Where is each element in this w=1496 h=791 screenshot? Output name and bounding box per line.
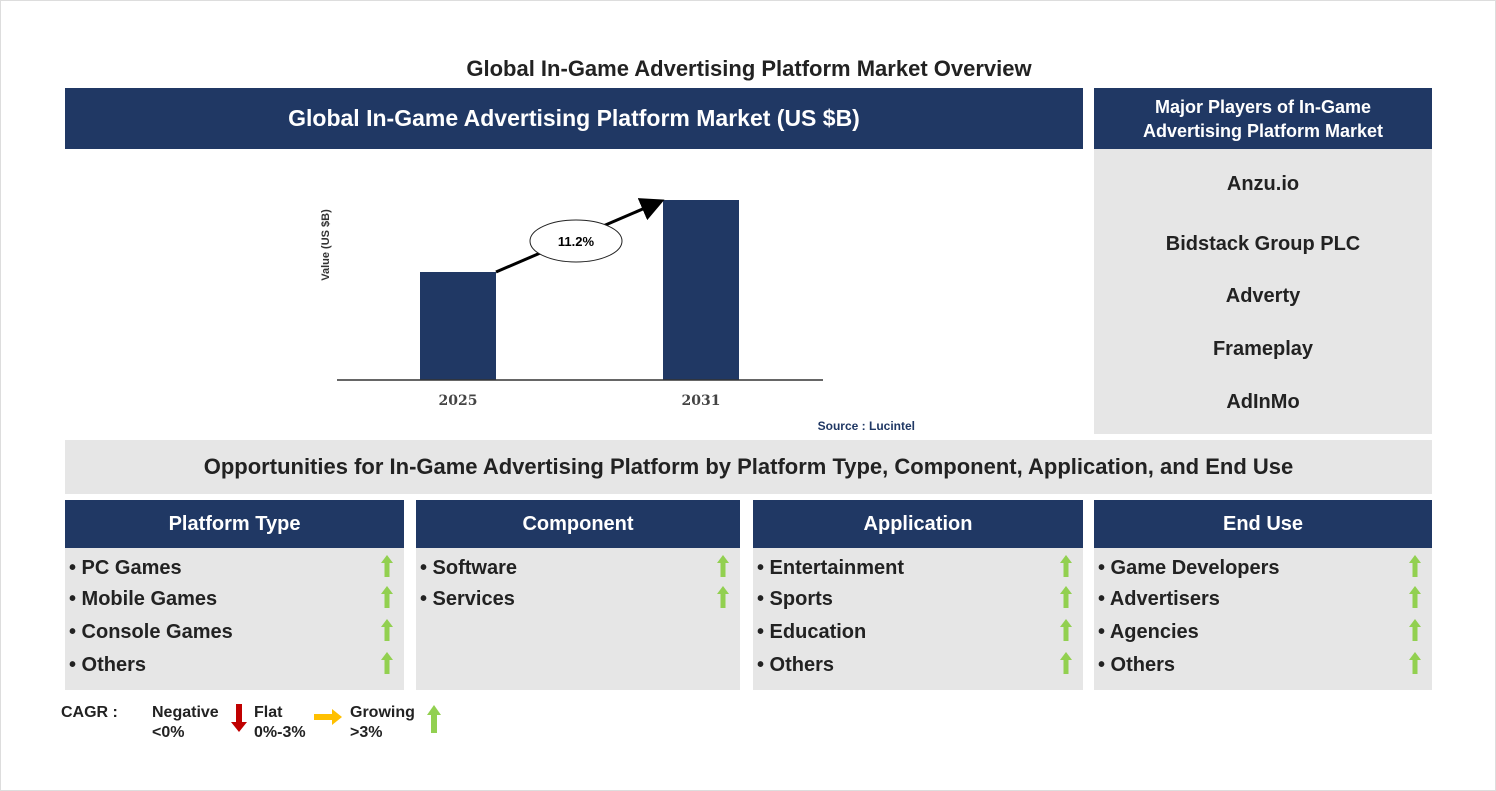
segment-item: • Entertainment bbox=[757, 557, 905, 579]
players-header: Major Players of In-Game Advertising Pla… bbox=[1094, 88, 1432, 149]
cagr-label: 11.2% bbox=[558, 234, 595, 249]
segment-item: • Software bbox=[420, 557, 518, 579]
up-arrow-icon bbox=[381, 652, 393, 674]
bar-2025 bbox=[420, 272, 496, 380]
up-arrow-icon bbox=[1060, 586, 1072, 608]
segment-item: • Mobile Games bbox=[69, 588, 218, 610]
up-arrow-icon bbox=[381, 586, 393, 608]
bar-2031 bbox=[663, 200, 739, 380]
segment-item: • Services bbox=[420, 588, 515, 610]
segment-item: • PC Games bbox=[69, 557, 182, 579]
bar-chart: Value (US $B) 2025 2031 11.2% Source : Lu… bbox=[320, 198, 915, 433]
segment-item: • Sports bbox=[757, 588, 833, 610]
up-arrow-icon bbox=[717, 555, 729, 577]
legend-flat-range: 0%-3% bbox=[254, 724, 306, 741]
legend-flat: Flat 0%-3% bbox=[254, 703, 306, 743]
legend-growing: Growing >3% bbox=[350, 703, 415, 743]
x-tick-label: 2025 bbox=[439, 393, 478, 409]
up-arrow-icon bbox=[1409, 586, 1421, 608]
legend-negative: Negative <0% bbox=[152, 703, 219, 743]
right-arrow-icon bbox=[314, 709, 342, 725]
x-tick-label: 2031 bbox=[682, 393, 721, 409]
player-item: Frameplay bbox=[1212, 338, 1314, 360]
up-arrow-icon bbox=[1409, 652, 1421, 674]
source-label: Source : Lucintel bbox=[818, 419, 915, 433]
players-panel: Anzu.io Bidstack Group PLC Adverty Frame… bbox=[1094, 149, 1432, 434]
segment-item: • Others bbox=[757, 654, 835, 676]
segment-item: • Agencies bbox=[1098, 621, 1199, 643]
y-axis-label: Value (US $B) bbox=[320, 209, 332, 281]
segment-header: Component bbox=[416, 500, 740, 548]
player-item: Anzu.io bbox=[1226, 173, 1300, 195]
legend-growing-range: >3% bbox=[350, 724, 383, 741]
segment-item: • Advertisers bbox=[1098, 588, 1220, 610]
player-item: Adverty bbox=[1225, 285, 1301, 307]
up-arrow-icon bbox=[1060, 619, 1072, 641]
up-arrow-icon bbox=[1409, 619, 1421, 641]
opportunities-header: Opportunities for In-Game Advertising Pl… bbox=[65, 440, 1432, 494]
segment-item: • Console Games bbox=[69, 621, 233, 643]
up-arrow-icon bbox=[717, 586, 729, 608]
legend-growing-label: Growing bbox=[350, 704, 415, 721]
segment-panel: • PC Games • Mobile Games • Console Games •… bbox=[65, 548, 404, 690]
cagr-ellipse bbox=[529, 219, 623, 263]
chart-area: Value (US $B) 2025 2031 11.2% Source : Lu… bbox=[65, 149, 1083, 434]
legend-negative-label: Negative bbox=[152, 704, 219, 721]
segment-panel: • Entertainment • Sports • Education • Othe… bbox=[753, 548, 1083, 690]
segment-item: • Education bbox=[757, 621, 867, 643]
segment-header: Application bbox=[753, 500, 1083, 548]
segment-header: End Use bbox=[1094, 500, 1432, 548]
up-arrow-icon bbox=[1060, 555, 1072, 577]
up-arrow-icon bbox=[1409, 555, 1421, 577]
segment-item: • Others bbox=[69, 654, 147, 676]
up-arrow-icon bbox=[427, 705, 441, 733]
up-arrow-icon bbox=[381, 619, 393, 641]
up-arrow-icon bbox=[381, 555, 393, 577]
up-arrow-icon bbox=[1060, 652, 1072, 674]
segment-panel: • Game Developers • Advertisers • Agencies… bbox=[1094, 548, 1432, 690]
legend-negative-range: <0% bbox=[152, 724, 185, 741]
segment-item: • Game Developers bbox=[1098, 557, 1280, 579]
segment-panel: • Software • Services bbox=[416, 548, 740, 690]
market-header: Global In-Game Advertising Platform Mark… bbox=[65, 88, 1083, 149]
page-title: Global In-Game Advertising Platform Mark… bbox=[466, 56, 1032, 81]
legend-flat-label: Flat bbox=[254, 704, 283, 721]
down-arrow-icon bbox=[231, 704, 247, 732]
segment-item: • Others bbox=[1098, 654, 1176, 676]
segment-header: Platform Type bbox=[65, 500, 404, 548]
player-item: Bidstack Group PLC bbox=[1165, 233, 1361, 255]
player-item: AdInMo bbox=[1226, 391, 1300, 413]
legend-cagr-label: CAGR : bbox=[61, 704, 118, 721]
